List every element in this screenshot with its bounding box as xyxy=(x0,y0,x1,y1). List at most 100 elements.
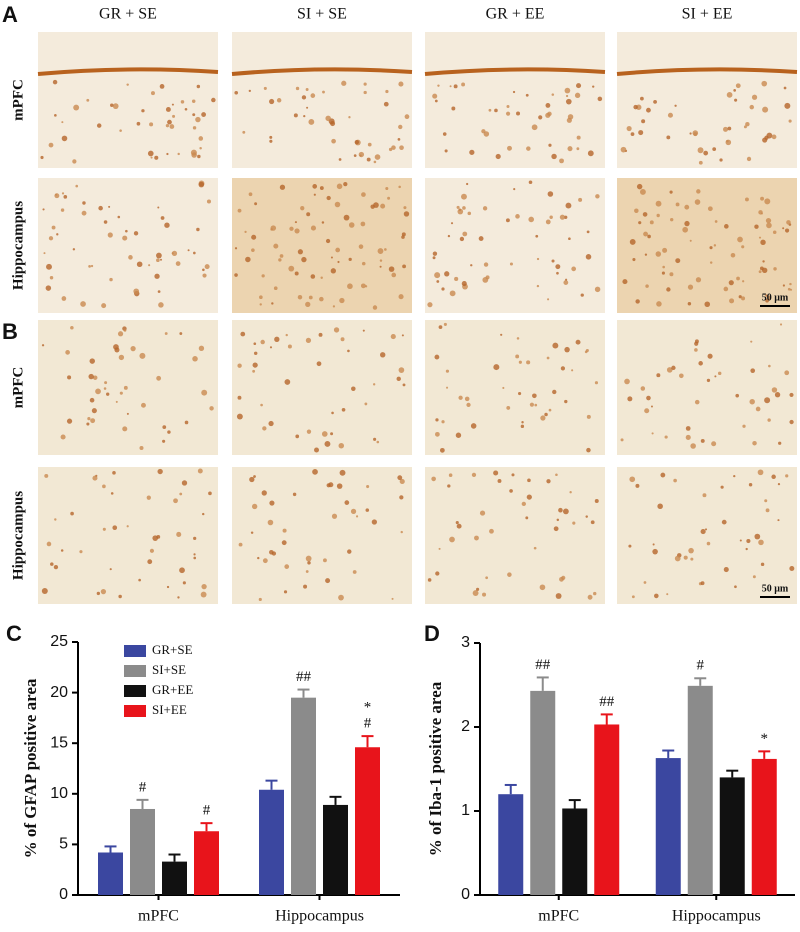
cell xyxy=(159,258,163,261)
cell xyxy=(574,92,581,99)
cell xyxy=(301,95,307,100)
cell xyxy=(373,202,379,208)
cell xyxy=(269,135,273,139)
cell xyxy=(453,84,458,89)
cell xyxy=(569,491,572,494)
cell xyxy=(251,234,257,240)
legend-label: SI+EE xyxy=(152,702,187,717)
cell xyxy=(273,243,279,249)
panel-label: C xyxy=(6,621,22,646)
cell xyxy=(682,226,689,233)
cell xyxy=(330,268,336,274)
cell xyxy=(789,282,792,286)
cell xyxy=(364,402,368,406)
cell xyxy=(157,290,161,293)
cell xyxy=(156,375,162,381)
cell xyxy=(325,115,331,122)
cell xyxy=(586,447,591,453)
cell xyxy=(284,564,290,569)
cell xyxy=(669,190,673,194)
cell xyxy=(694,348,698,352)
cell xyxy=(340,337,345,342)
y-tick-label: 1 xyxy=(461,802,470,819)
cell xyxy=(450,222,454,225)
cell xyxy=(262,426,267,431)
cell xyxy=(320,276,323,279)
cell xyxy=(128,255,133,260)
cell xyxy=(391,272,397,278)
cell xyxy=(242,130,246,134)
cell xyxy=(112,103,119,110)
cell xyxy=(752,575,756,579)
cell xyxy=(544,412,548,417)
cell xyxy=(61,135,68,142)
cell xyxy=(271,302,274,305)
cell xyxy=(585,254,592,260)
cell xyxy=(546,479,551,484)
cell xyxy=(626,125,632,132)
cell xyxy=(193,536,197,540)
cell xyxy=(201,583,207,590)
bar xyxy=(130,808,155,895)
cell xyxy=(551,153,557,160)
cell xyxy=(536,257,540,261)
cell xyxy=(652,548,658,555)
cell xyxy=(766,132,773,139)
cell xyxy=(479,510,486,516)
cell xyxy=(761,80,768,87)
cell xyxy=(92,475,98,481)
cell xyxy=(653,99,657,104)
bar xyxy=(530,690,556,895)
cell xyxy=(646,107,651,113)
cell xyxy=(671,365,676,371)
cell xyxy=(733,89,737,92)
legend-swatch xyxy=(124,705,146,717)
cell xyxy=(305,337,312,343)
cell xyxy=(199,146,202,150)
cell xyxy=(45,285,52,291)
cell xyxy=(133,231,139,236)
cell xyxy=(86,422,90,426)
cell xyxy=(694,199,701,205)
cell xyxy=(175,261,181,266)
cell xyxy=(622,279,628,285)
cell xyxy=(236,413,243,420)
cell xyxy=(714,375,717,378)
cell xyxy=(432,251,438,256)
cell xyxy=(782,284,785,287)
cell xyxy=(379,259,383,262)
cell xyxy=(696,189,701,194)
cell xyxy=(355,515,359,518)
cell xyxy=(148,264,151,267)
cell xyxy=(399,495,404,500)
cell xyxy=(655,251,662,257)
cell xyxy=(789,565,795,571)
cell xyxy=(126,412,129,415)
cell xyxy=(571,266,577,272)
cell xyxy=(555,264,561,270)
cell xyxy=(553,526,559,532)
cell xyxy=(348,116,351,119)
cell xyxy=(379,265,382,268)
cell xyxy=(303,115,306,118)
cell xyxy=(564,399,568,404)
cell xyxy=(112,525,118,531)
cell xyxy=(331,138,336,144)
significance-mark: # xyxy=(364,716,372,732)
cell xyxy=(762,106,769,113)
cell xyxy=(439,447,445,453)
cell xyxy=(563,280,569,285)
cell xyxy=(259,295,263,300)
cell xyxy=(652,543,655,546)
cell xyxy=(502,386,505,390)
y-tick-label: 5 xyxy=(59,836,68,853)
y-tick-label: 15 xyxy=(50,734,68,751)
cell xyxy=(483,131,490,137)
cell xyxy=(742,424,746,428)
cell xyxy=(109,277,113,282)
cell xyxy=(330,432,334,436)
cell xyxy=(438,325,443,330)
cell xyxy=(685,434,691,440)
cell xyxy=(48,142,54,148)
cell xyxy=(149,122,154,127)
